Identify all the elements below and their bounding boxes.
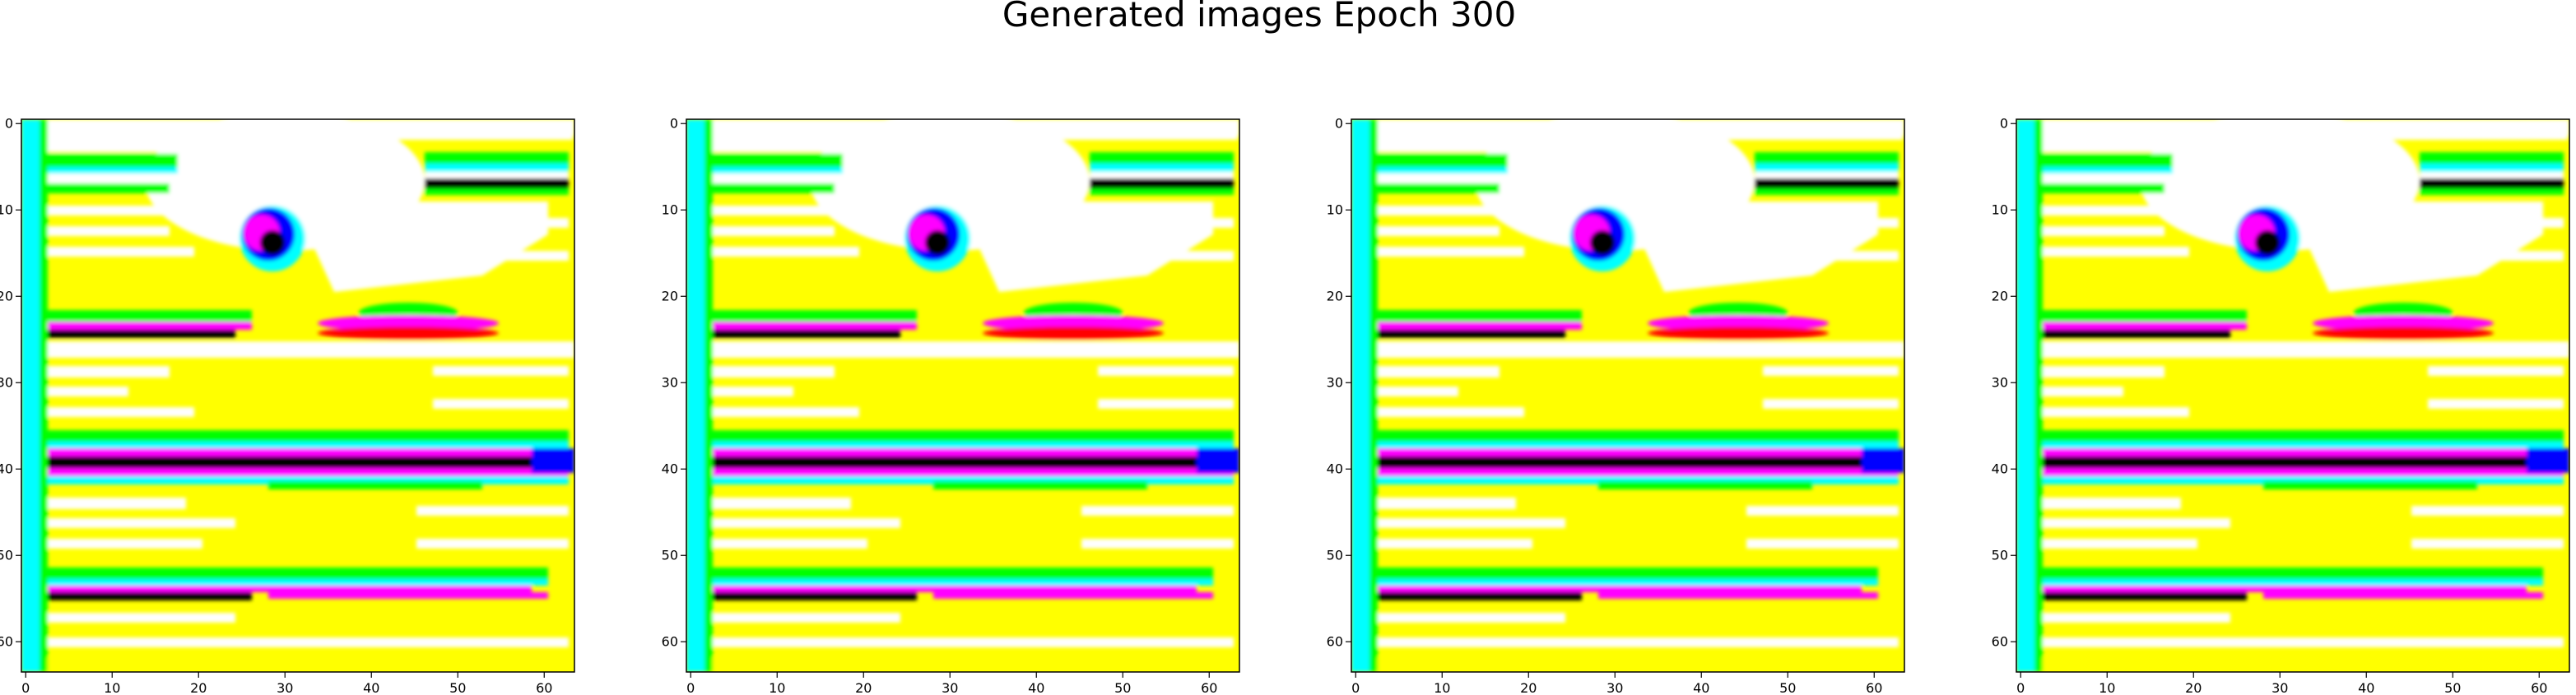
x-tick-label: 10 (769, 680, 785, 695)
y-tick-label: 30 (1992, 374, 2008, 390)
x-tick-label: 30 (2271, 680, 2288, 695)
image-panel-4: 0 10 20 30 40 50 60 0 10 20 30 40 50 60 (1992, 115, 2570, 695)
y-tick-label: 0 (5, 115, 13, 131)
x-tick-label: 60 (1866, 680, 1882, 695)
x-tick-label: 50 (449, 680, 466, 695)
image-panel-2: 0 10 20 30 40 50 60 0 10 20 30 40 50 60 (662, 115, 1240, 695)
x-tick-label: 30 (1607, 680, 1623, 695)
y-tick-label: 60 (1992, 633, 2008, 649)
x-tick-label: 50 (1779, 680, 1796, 695)
y-tick-label: 30 (0, 374, 13, 390)
y-tick-label: 50 (0, 547, 13, 563)
y-tick-label: 60 (662, 633, 678, 649)
x-tick-label: 20 (190, 680, 207, 695)
axes-frame (2016, 118, 2570, 673)
x-tick-label: 50 (1114, 680, 1131, 695)
x-tick-label: 40 (2358, 680, 2374, 695)
y-tick-label: 0 (670, 115, 678, 131)
x-tick-label: 0 (2016, 680, 2025, 695)
figure-title: Generated images Epoch 300 (1002, 0, 1516, 35)
y-tick-label: 60 (1327, 633, 1343, 649)
image-panel-1: 0 10 20 30 40 50 60 0 10 20 30 40 50 60 (0, 115, 575, 695)
image-panel-3: 0 10 20 30 40 50 60 0 10 20 30 40 50 60 (1327, 115, 1905, 695)
x-tick-label: 10 (2099, 680, 2115, 695)
x-tick-label: 60 (1201, 680, 1217, 695)
y-tick-label: 10 (1992, 202, 2008, 217)
y-tick-label: 30 (1327, 374, 1343, 390)
x-tick-label: 10 (104, 680, 120, 695)
x-tick-label: 0 (686, 680, 695, 695)
x-tick-label: 60 (2531, 680, 2547, 695)
x-tick-label: 0 (21, 680, 30, 695)
generated-image (2016, 119, 2569, 672)
panels: 0 10 20 30 40 50 60 0 10 20 30 40 50 60 (0, 115, 2570, 695)
y-tick-label: 20 (662, 288, 678, 303)
y-tick-label: 40 (1327, 461, 1343, 476)
generated-image (21, 119, 574, 672)
x-tick-label: 10 (1434, 680, 1450, 695)
y-tick-label: 40 (1992, 461, 2008, 476)
x-tick-label: 60 (536, 680, 552, 695)
x-tick-label: 30 (277, 680, 293, 695)
y-tick-label: 60 (0, 633, 13, 649)
y-tick-label: 10 (1327, 202, 1343, 217)
x-tick-label: 20 (2185, 680, 2202, 695)
x-tick-label: 40 (363, 680, 379, 695)
y-tick-label: 20 (1327, 288, 1343, 303)
y-tick-label: 50 (662, 547, 678, 563)
x-tick-label: 40 (1693, 680, 1709, 695)
generated-image (686, 119, 1239, 672)
x-tick-label: 0 (1351, 680, 1360, 695)
y-tick-label: 50 (1327, 547, 1343, 563)
y-tick-label: 10 (662, 202, 678, 217)
generated-image (1351, 119, 1904, 672)
y-tick-label: 10 (0, 202, 13, 217)
y-tick-label: 0 (1335, 115, 1343, 131)
y-tick-label: 0 (2000, 115, 2008, 131)
x-tick-label: 40 (1028, 680, 1044, 695)
axes-frame (686, 118, 1240, 673)
y-tick-label: 40 (0, 461, 13, 476)
axes-frame (21, 118, 575, 673)
y-tick-label: 20 (0, 288, 13, 303)
axes-frame (1351, 118, 1905, 673)
y-tick-label: 50 (1992, 547, 2008, 563)
x-tick-label: 20 (855, 680, 872, 695)
x-tick-label: 30 (942, 680, 958, 695)
y-tick-label: 20 (1992, 288, 2008, 303)
x-tick-label: 50 (2444, 680, 2461, 695)
y-tick-label: 40 (662, 461, 678, 476)
x-tick-label: 20 (1520, 680, 1537, 695)
y-tick-label: 30 (662, 374, 678, 390)
